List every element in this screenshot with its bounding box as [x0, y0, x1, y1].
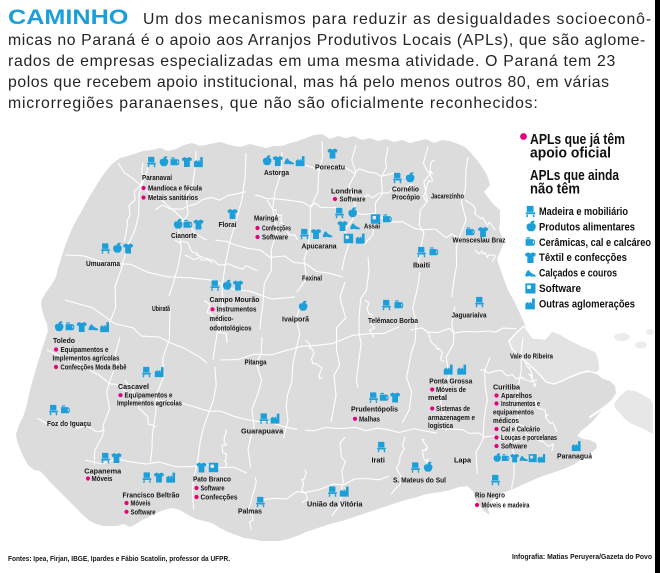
- svg-text:Madeira e mobiliário: Madeira e mobiliário: [539, 206, 628, 218]
- svg-text:metal: metal: [428, 393, 447, 402]
- svg-text:Procópio: Procópio: [392, 193, 420, 202]
- svg-text:Capanema: Capanema: [84, 467, 122, 476]
- svg-text:Produtos alimentares: Produtos alimentares: [539, 221, 635, 233]
- svg-text:Confecções Moda Bebê: Confecções Moda Bebê: [61, 363, 127, 372]
- svg-text:Software: Software: [340, 195, 366, 204]
- svg-text:Implementos agrícolas: Implementos agrícolas: [53, 354, 120, 363]
- svg-text:Porecatu: Porecatu: [315, 163, 345, 172]
- svg-text:APLs que ainda: APLs que ainda: [530, 167, 620, 184]
- svg-text:Confecções: Confecções: [201, 493, 238, 502]
- svg-text:Fontes: Ipea, Firjan, IBGE, Ip: Fontes: Ipea, Firjan, IBGE, Ipardes e Fá…: [8, 554, 230, 563]
- svg-text:odontológicos: odontológicos: [210, 324, 252, 333]
- svg-text:Jacarezinho: Jacarezinho: [431, 192, 464, 201]
- svg-text:logística: logística: [428, 421, 454, 430]
- svg-text:Toledo: Toledo: [53, 336, 76, 345]
- svg-text:Software: Software: [262, 233, 288, 242]
- svg-text:Software: Software: [131, 507, 156, 516]
- svg-text:Ubiratã: Ubiratã: [152, 304, 171, 313]
- svg-text:Implementos agrícolas: Implementos agrícolas: [117, 399, 182, 408]
- svg-text:Malhas: Malhas: [359, 414, 380, 423]
- svg-text:Têxtil e confecções: Têxtil e confecções: [539, 252, 627, 264]
- svg-text:Palmas: Palmas: [238, 507, 262, 516]
- svg-text:Equipamentos e: Equipamentos e: [125, 391, 173, 400]
- svg-text:Móveis e madeira: Móveis e madeira: [482, 501, 531, 510]
- svg-text:Floraí: Floraí: [219, 220, 238, 229]
- svg-text:Instrumentos e: Instrumentos e: [501, 399, 540, 408]
- svg-text:Paranavaí: Paranavaí: [142, 173, 173, 182]
- svg-text:Maringá: Maringá: [254, 214, 279, 223]
- svg-text:Cerâmicas, cal e calcáreo: Cerâmicas, cal e calcáreo: [539, 237, 651, 249]
- svg-text:Lapa: Lapa: [454, 456, 472, 465]
- svg-text:armazenagem e: armazenagem e: [428, 413, 475, 422]
- svg-text:Software: Software: [539, 283, 581, 295]
- svg-text:APLs que já têm: APLs que já têm: [530, 131, 625, 148]
- svg-text:Ivaiporã: Ivaiporã: [282, 315, 310, 324]
- svg-text:Calçados e couros: Calçados e couros: [539, 268, 617, 280]
- svg-text:Ibaiti: Ibaiti: [413, 261, 430, 270]
- svg-text:Campo Mourão: Campo Mourão: [210, 295, 261, 304]
- svg-text:médico-: médico-: [210, 314, 234, 323]
- svg-text:Pitanga: Pitanga: [245, 358, 268, 367]
- svg-text:Faxinal: Faxinal: [302, 274, 322, 283]
- svg-text:Aparelhos: Aparelhos: [501, 391, 532, 400]
- svg-text:Ponta Grossa: Ponta Grossa: [429, 377, 473, 386]
- svg-text:Móveis: Móveis: [92, 474, 113, 483]
- svg-text:Apucarana: Apucarana: [302, 242, 338, 251]
- svg-text:S. Mateus do Sul: S. Mateus do Sul: [393, 476, 446, 485]
- svg-text:Jaguariaíva: Jaguariaíva: [452, 311, 488, 320]
- svg-text:Irati: Irati: [372, 456, 385, 465]
- svg-text:Outras aglomerações: Outras aglomerações: [539, 298, 635, 310]
- svg-text:Mandioca e fécula: Mandioca e fécula: [148, 184, 203, 193]
- svg-text:Wensceslau Braz: Wensceslau Braz: [453, 236, 506, 245]
- svg-text:apoio oficial: apoio oficial: [530, 145, 611, 162]
- svg-text:Equipamentos e: Equipamentos e: [61, 345, 109, 354]
- svg-text:Infografia: Matias Peruyera/Ga: Infografia: Matias Peruyera/Gazeta do Po…: [512, 552, 652, 561]
- svg-text:Telêmaco Borba: Telêmaco Borba: [368, 316, 419, 325]
- svg-text:Francisco Beltrão: Francisco Beltrão: [123, 491, 181, 500]
- svg-text:Móveis: Móveis: [131, 499, 151, 508]
- svg-text:Metais sanitários: Metais sanitários: [148, 193, 198, 202]
- svg-text:Pato Branco: Pato Branco: [193, 475, 231, 484]
- svg-text:equipamentos: equipamentos: [493, 408, 534, 417]
- svg-text:Foz do Iguaçu: Foz do Iguaçu: [47, 419, 91, 428]
- svg-text:Umuarama: Umuarama: [86, 259, 121, 268]
- svg-text:Cornélio: Cornélio: [392, 185, 419, 194]
- svg-text:Rio Negro: Rio Negro: [475, 491, 505, 500]
- svg-text:Vale do Ribeira: Vale do Ribeira: [510, 352, 554, 361]
- svg-text:Louças e porcelanas: Louças e porcelanas: [501, 433, 557, 442]
- svg-text:Móveis de: Móveis de: [436, 385, 466, 394]
- svg-text:Cal e Calcário: Cal e Calcário: [501, 425, 540, 434]
- svg-text:Guarapuava: Guarapuava: [241, 427, 284, 436]
- svg-text:Instrumentos: Instrumentos: [217, 305, 257, 314]
- svg-text:Sistemas de: Sistemas de: [436, 404, 470, 413]
- svg-text:Londrina: Londrina: [331, 187, 363, 196]
- svg-text:Software: Software: [501, 442, 527, 451]
- svg-text:não têm: não têm: [530, 181, 580, 198]
- svg-text:Assaí: Assaí: [364, 222, 381, 231]
- svg-text:Software: Software: [201, 484, 225, 493]
- svg-text:Confecções: Confecções: [262, 224, 291, 233]
- svg-text:Paranaguá: Paranaguá: [557, 452, 593, 461]
- svg-text:Curitiba: Curitiba: [493, 383, 521, 392]
- svg-text:União da Vitória: União da Vitória: [307, 500, 363, 509]
- svg-text:Cianorte: Cianorte: [171, 231, 197, 240]
- svg-text:Astorga: Astorga: [264, 168, 290, 177]
- svg-text:Prudentópolis: Prudentópolis: [351, 404, 398, 413]
- svg-text:médicos: médicos: [493, 416, 519, 425]
- svg-text:Cascavel: Cascavel: [118, 382, 149, 391]
